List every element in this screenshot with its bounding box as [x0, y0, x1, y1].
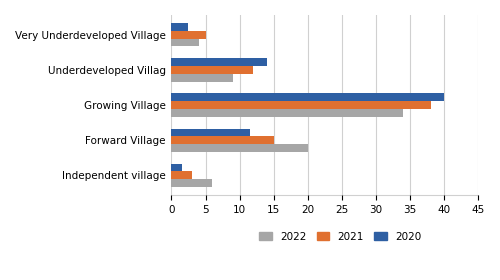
Bar: [172, 179, 212, 187]
Bar: [172, 129, 250, 136]
Bar: [172, 136, 274, 144]
Bar: [172, 66, 254, 74]
Bar: [172, 144, 308, 152]
Bar: [172, 23, 188, 31]
Bar: [172, 101, 430, 109]
Bar: [172, 58, 267, 66]
Bar: [172, 74, 233, 81]
Bar: [172, 39, 198, 46]
Bar: [172, 94, 444, 101]
Legend: 2022, 2021, 2020: 2022, 2021, 2020: [255, 227, 426, 246]
Bar: [172, 31, 205, 39]
Bar: [172, 164, 181, 171]
Bar: [172, 171, 192, 179]
Bar: [172, 109, 404, 117]
